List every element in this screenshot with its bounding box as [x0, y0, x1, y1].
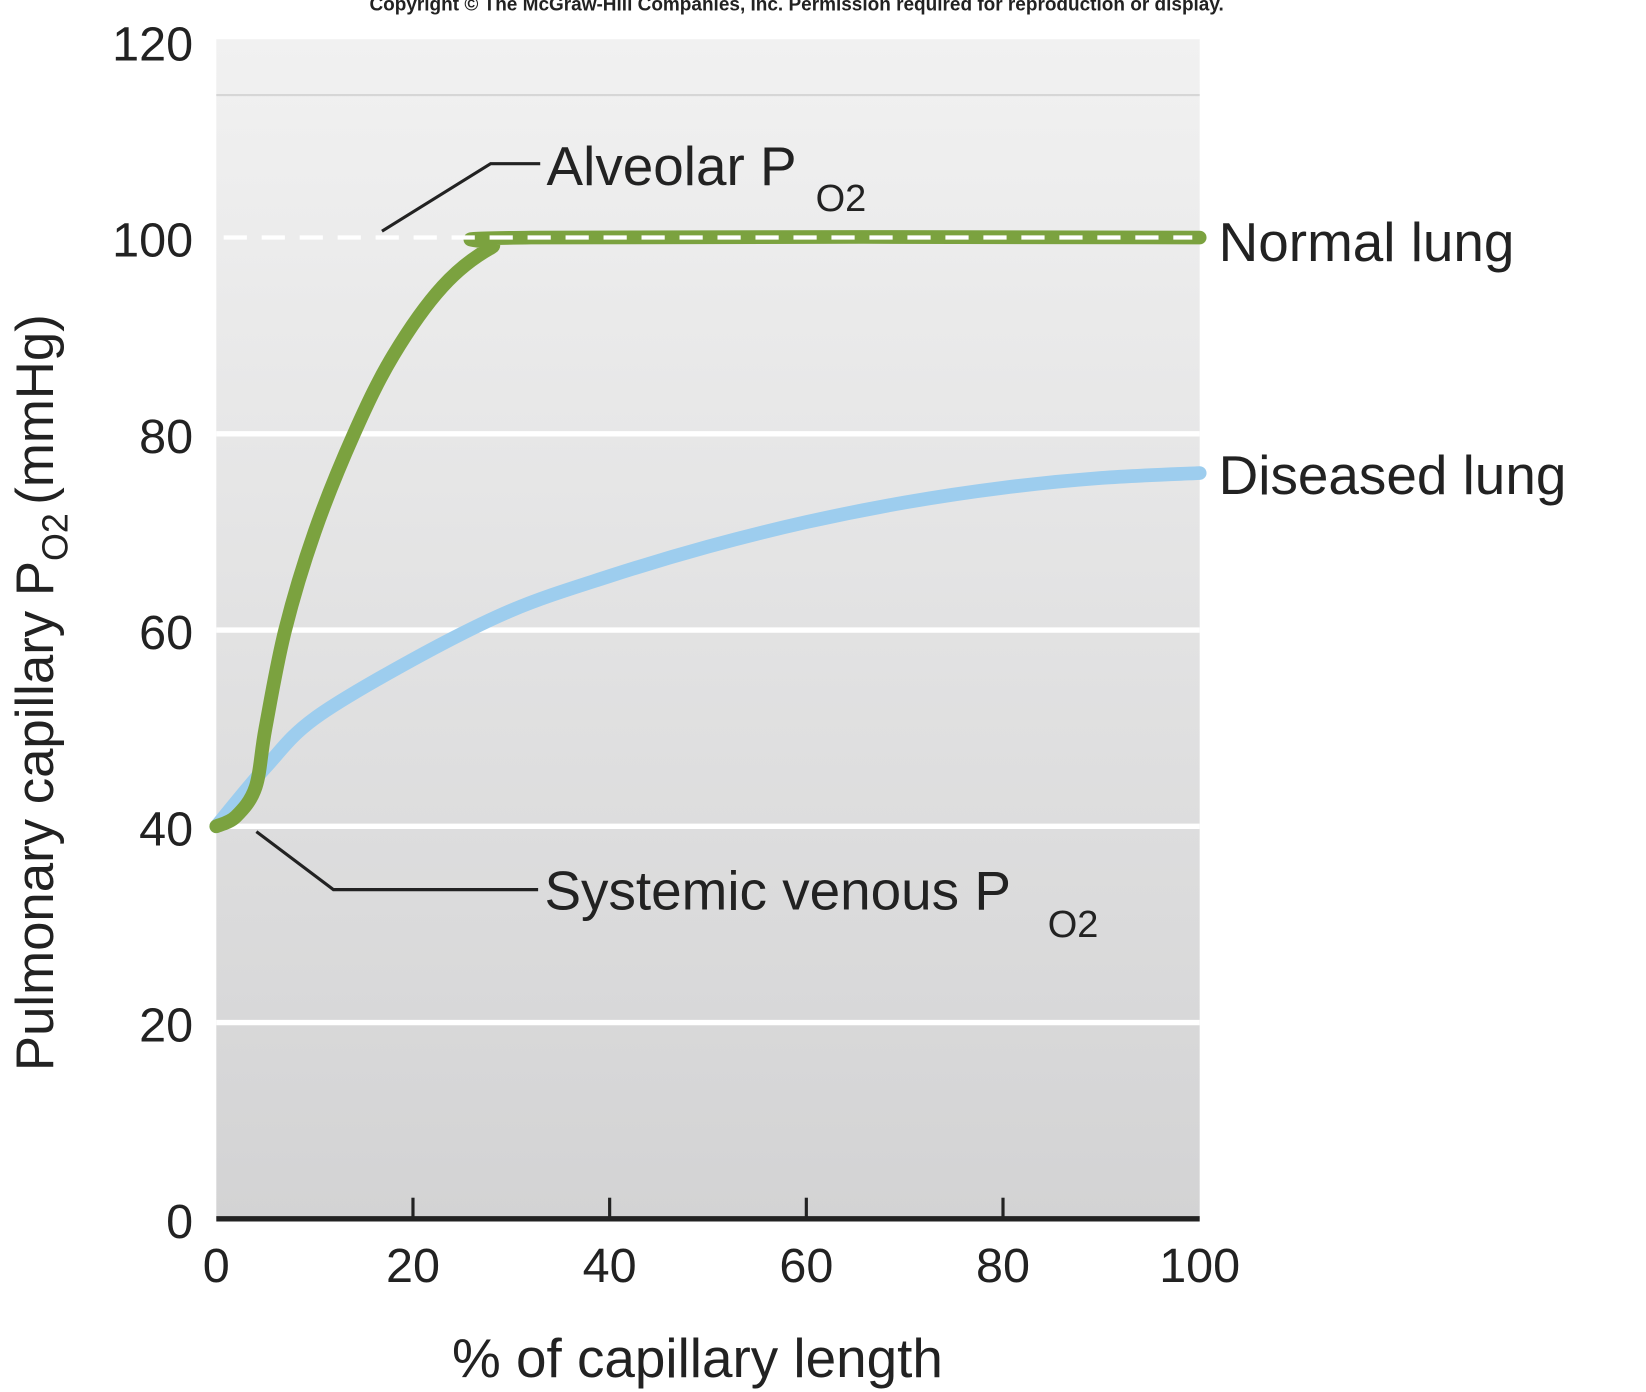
legend-diseased-lung: Diseased lung	[1219, 444, 1567, 506]
y-tick-label: 80	[139, 410, 193, 464]
venous-subscript: O2	[1048, 904, 1099, 946]
series-diseased-lung-line	[209, 466, 1207, 834]
x-tick-label: 40	[583, 1239, 637, 1293]
x-tick-label: 80	[976, 1239, 1030, 1293]
y-tick-label: 20	[139, 999, 193, 1053]
copyright-notice: Copyright © The McGraw-Hill Companies, I…	[369, 0, 1223, 16]
y-tick-label: 120	[112, 17, 193, 71]
x-tick-label: 0	[203, 1239, 230, 1293]
y-tick-label: 40	[139, 802, 193, 856]
x-tick-label: 20	[386, 1239, 440, 1293]
alveolar-annotation: Alveolar P	[547, 135, 797, 197]
alveolar-subscript: O2	[816, 178, 867, 220]
y-tick-label: 0	[166, 1195, 193, 1249]
x-axis-label: % of capillary length	[452, 1327, 943, 1389]
x-tick-label: 60	[779, 1239, 833, 1293]
y-axis-label: Pulmonary capillary PO2(mmHg)	[6, 314, 76, 1071]
alveolar-leader-line	[381, 162, 541, 233]
x-tick-label: 100	[1159, 1239, 1240, 1293]
venous-leader-line	[255, 830, 539, 892]
y-tick-label: 60	[139, 606, 193, 660]
venous-annotation: Systemic venous P	[544, 860, 1010, 922]
y-tick-label: 100	[112, 214, 193, 268]
legend-normal-lung: Normal lung	[1219, 211, 1515, 273]
